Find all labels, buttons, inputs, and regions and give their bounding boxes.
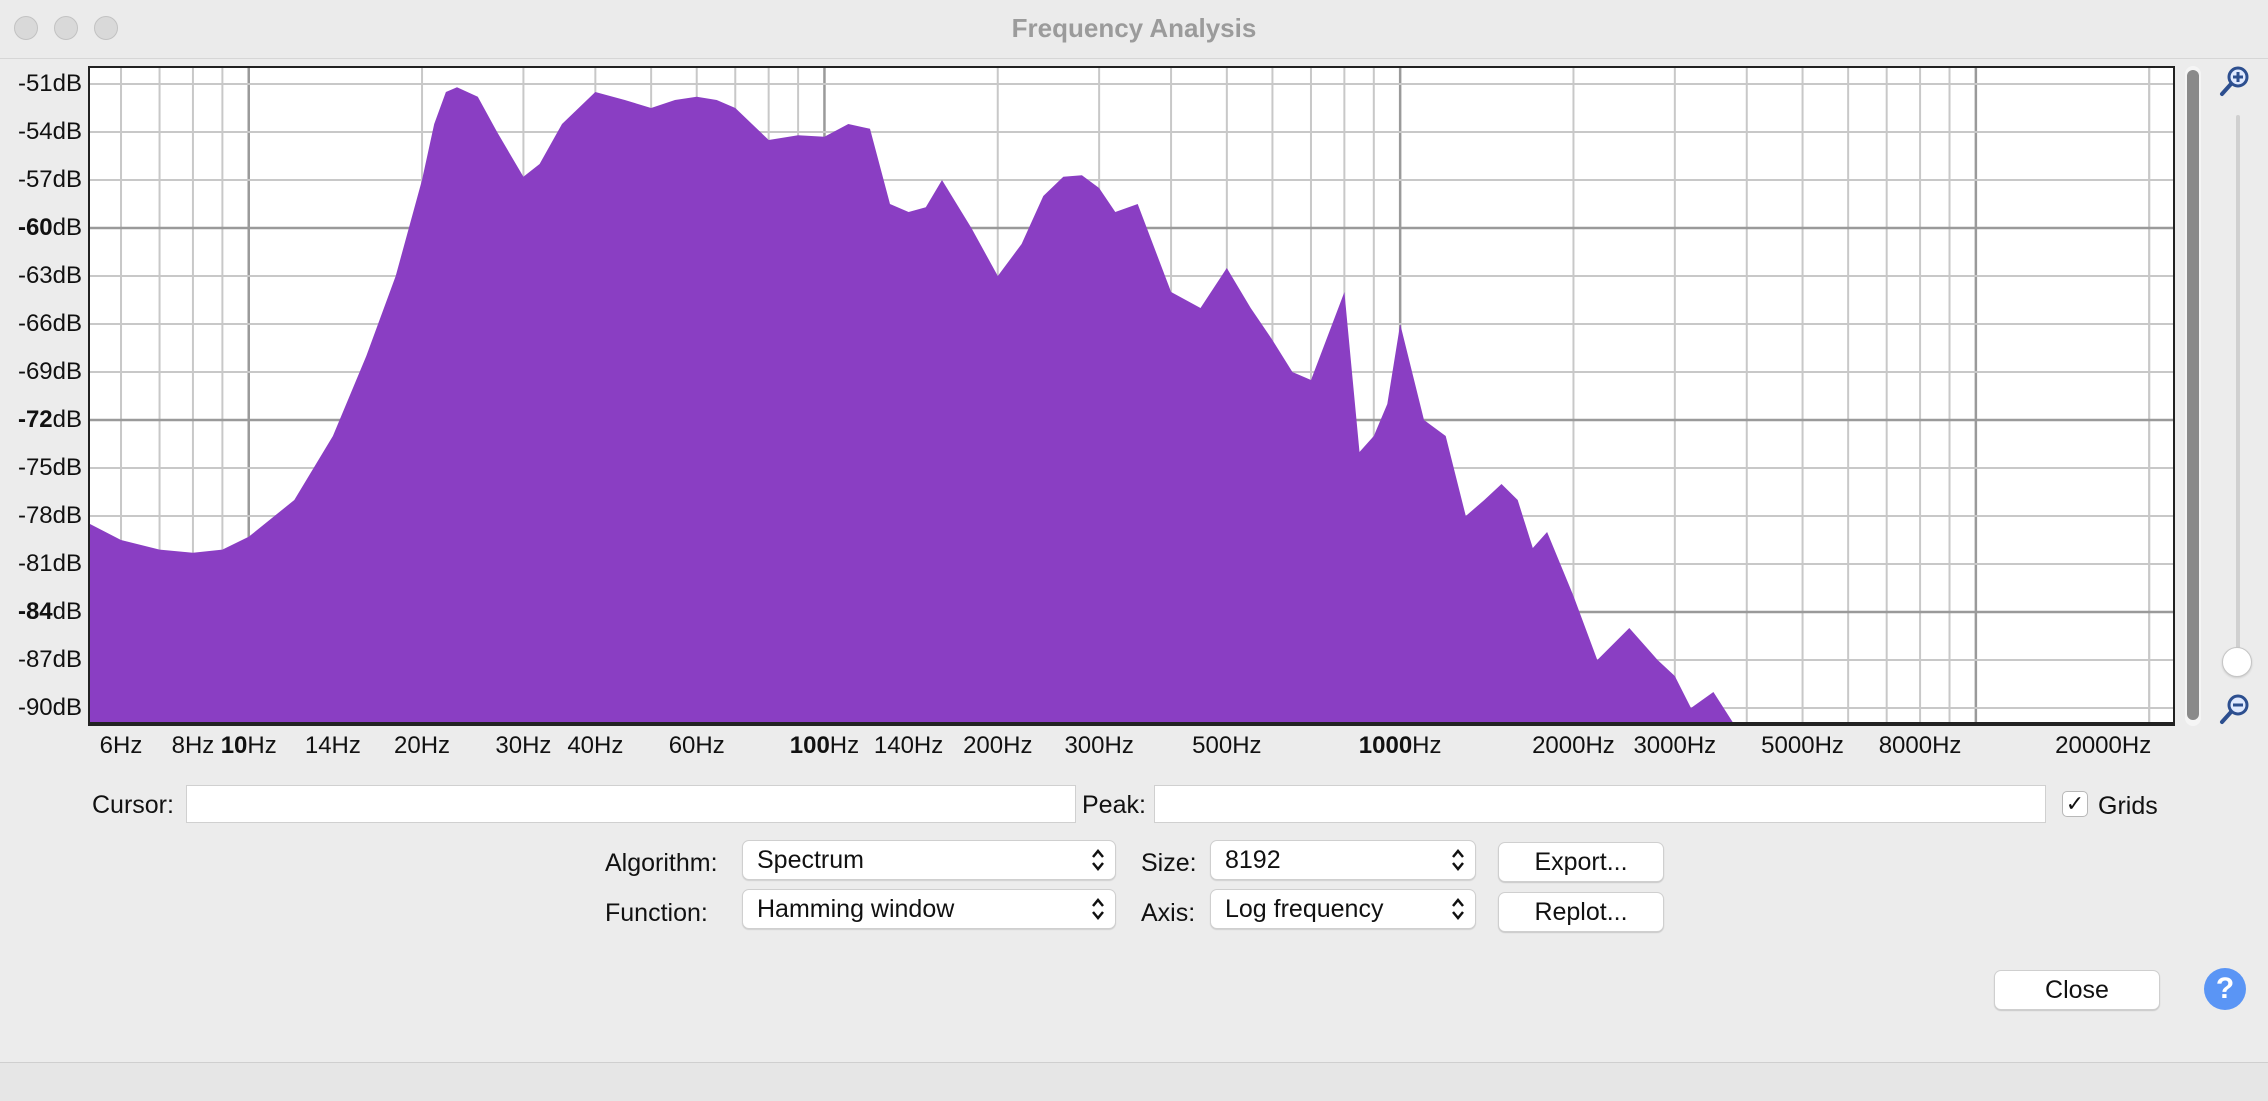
x-tick-label: 100Hz	[789, 732, 860, 759]
x-tick-label: 8000Hz	[1878, 732, 1962, 759]
y-tick-label: -90dB	[17, 694, 82, 721]
axis-value: Log frequency	[1225, 895, 1384, 923]
export-button[interactable]: Export...	[1498, 842, 1664, 882]
x-tick-label: 20000Hz	[2055, 732, 2152, 759]
replot-button[interactable]: Replot...	[1498, 892, 1664, 932]
x-tick-label: 3000Hz	[1633, 732, 1717, 759]
title-bar: Frequency Analysis	[0, 0, 2268, 59]
y-axis-labels: -51dB -54dB -57dB -60dB -63dB -66dB -69dB -72dB…	[0, 60, 86, 730]
status-bar	[0, 1062, 2268, 1101]
cursor-field	[186, 785, 1076, 823]
close-button[interactable]: Close	[1994, 970, 2160, 1010]
close-window-button[interactable]	[14, 16, 38, 40]
algorithm-value: Spectrum	[757, 846, 864, 874]
minimize-window-button[interactable]	[54, 16, 78, 40]
zoom-window-button[interactable]	[94, 16, 118, 40]
size-select[interactable]: 8192	[1210, 840, 1476, 880]
x-tick-label: 60Hz	[668, 732, 725, 759]
y-tick-label: -57dB	[17, 166, 82, 193]
function-select[interactable]: Hamming window	[742, 889, 1116, 929]
y-tick-label: -60dB	[17, 214, 82, 241]
y-tick-label: -84dB	[17, 598, 82, 625]
y-tick-label: -69dB	[17, 358, 82, 385]
y-tick-label: -75dB	[17, 454, 82, 481]
x-tick-label: 300Hz	[1064, 732, 1134, 759]
x-tick-label: 40Hz	[567, 732, 624, 759]
chevron-updown-icon	[1092, 849, 1104, 871]
grids-label: Grids	[2098, 792, 2158, 820]
peak-field	[1154, 785, 2046, 823]
zoom-in-icon[interactable]	[2218, 64, 2252, 98]
chevron-updown-icon	[1092, 898, 1104, 920]
size-label: Size:	[1141, 849, 1197, 877]
function-label: Function:	[605, 899, 708, 927]
y-tick-label: -87dB	[17, 646, 82, 673]
x-tick-label: 30Hz	[495, 732, 552, 759]
grids-checkbox[interactable]: ✓	[2062, 791, 2088, 817]
function-value: Hamming window	[757, 895, 955, 923]
axis-select[interactable]: Log frequency	[1210, 889, 1476, 929]
chevron-updown-icon	[1452, 898, 1464, 920]
x-tick-label: 500Hz	[1192, 732, 1262, 759]
zoom-slider-track[interactable]	[2236, 115, 2240, 655]
x-tick-label: 1000Hz	[1358, 732, 1442, 759]
chevron-updown-icon	[1452, 849, 1464, 871]
y-tick-label: -72dB	[17, 406, 82, 433]
y-tick-label: -81dB	[17, 550, 82, 577]
algorithm-select[interactable]: Spectrum	[742, 840, 1116, 880]
y-tick-label: -66dB	[17, 310, 82, 337]
help-icon[interactable]: ?	[2204, 968, 2246, 1010]
y-tick-label: -54dB	[17, 118, 82, 145]
axis-label: Axis:	[1141, 899, 1196, 927]
x-tick-label: 14Hz	[304, 732, 361, 759]
y-tick-label: -63dB	[17, 262, 82, 289]
spectrum-plot[interactable]	[88, 66, 2175, 726]
y-tick-label: -51dB	[17, 70, 82, 97]
vertical-scrollbar-thumb[interactable]	[2187, 70, 2199, 720]
cursor-label: Cursor:	[92, 791, 174, 819]
x-tick-label: 20Hz	[394, 732, 451, 759]
x-tick-label: 6Hz	[99, 732, 143, 759]
y-tick-label: -78dB	[17, 502, 82, 529]
vertical-scrollbar[interactable]	[2185, 66, 2201, 726]
peak-label: Peak:	[1082, 791, 1146, 819]
zoom-out-icon[interactable]	[2218, 692, 2252, 726]
window-title: Frequency Analysis	[1011, 13, 1257, 43]
x-tick-label: 140Hz	[873, 732, 944, 759]
spectrum-area	[90, 87, 1747, 724]
size-value: 8192	[1225, 846, 1281, 874]
x-tick-label: 5000Hz	[1761, 732, 1844, 759]
x-tick-label: 200Hz	[963, 732, 1033, 759]
zoom-slider-knob[interactable]	[2222, 647, 2252, 677]
x-tick-label: 8Hz	[171, 732, 215, 759]
algorithm-label: Algorithm:	[605, 849, 718, 877]
spectrum-chart	[90, 68, 2173, 724]
x-tick-label: 10Hz	[220, 732, 277, 759]
x-tick-label: 2000Hz	[1532, 732, 1615, 759]
